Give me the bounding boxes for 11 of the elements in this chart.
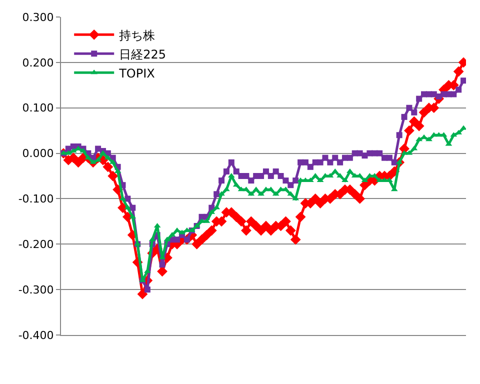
y-tick-label: 0.000 [22, 147, 54, 160]
legend-label: TOPIX [118, 66, 155, 80]
legend-label: 持ち株 [119, 28, 156, 42]
y-tick-label: 0.100 [22, 102, 54, 115]
y-tick-label: -0.200 [18, 238, 54, 251]
y-tick-label: -0.400 [18, 328, 54, 342]
legend-label: 日経225 [119, 47, 166, 62]
y-tick-label: -0.100 [18, 192, 54, 206]
y-tick-label: 0.300 [22, 10, 54, 24]
y-tick-label: 0.200 [22, 56, 54, 70]
y-tick-label: -0.300 [18, 283, 54, 296]
